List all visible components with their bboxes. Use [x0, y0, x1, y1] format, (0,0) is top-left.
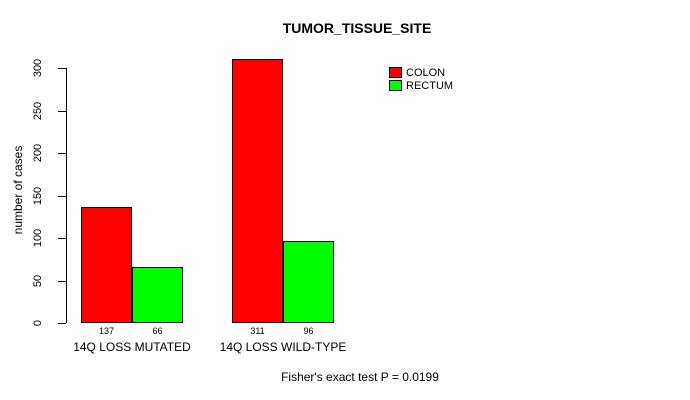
legend-swatch-colon — [389, 67, 402, 78]
legend-item-colon: COLON — [389, 66, 453, 79]
bar-value-label: 137 — [98, 326, 115, 336]
bar-colon-2 — [232, 58, 283, 323]
y-axis-tick — [58, 323, 66, 324]
y-axis-tick-label: 250 — [32, 101, 44, 120]
legend-item-rectum: RECTUM — [389, 79, 453, 92]
legend-label: COLON — [406, 66, 446, 79]
legend-label: RECTUM — [406, 79, 454, 92]
bar-value-label: 96 — [303, 326, 314, 336]
y-axis-tick — [58, 280, 66, 282]
y-axis-tick-label: 0 — [32, 319, 44, 327]
y-axis-tick-label: 200 — [32, 143, 44, 163]
bar-colon-1 — [81, 206, 132, 323]
y-axis-tick — [58, 110, 66, 112]
y-axis-tick-label: 150 — [32, 186, 44, 205]
legend-swatch-rectum — [389, 80, 402, 91]
y-axis-tick — [58, 195, 66, 197]
bar-value-label: 311 — [250, 326, 265, 336]
bar-rectum-1 — [132, 266, 183, 323]
y-axis-tick-label: 100 — [32, 228, 44, 248]
bar-rectum-2 — [283, 241, 334, 323]
y-axis-tick — [58, 68, 66, 69]
bar-value-label: 66 — [152, 326, 163, 336]
y-axis-tick-label: 50 — [32, 274, 44, 287]
y-axis-line — [66, 68, 67, 323]
y-axis-tick-label: 300 — [32, 58, 44, 78]
y-axis-label: number of cases — [11, 145, 25, 235]
x-category-label: 14Q LOSS MUTATED — [73, 340, 191, 354]
y-axis-tick — [58, 238, 66, 239]
y-axis-tick — [58, 153, 66, 154]
x-category-label: 14Q LOSS WILD-TYPE — [219, 340, 347, 354]
annotation-fisher-test: Fisher's exact test P = 0.0199 — [281, 370, 439, 384]
legend: COLON RECTUM — [389, 66, 453, 92]
chart-title: TUMOR_TISSUE_SITE — [282, 20, 432, 36]
